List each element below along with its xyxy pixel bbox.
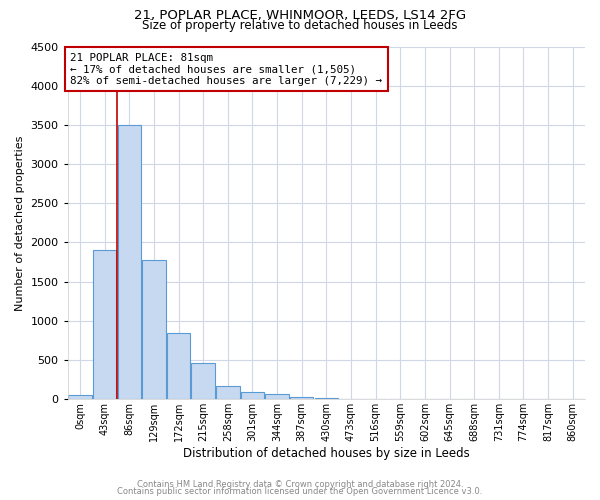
Bar [68,396,92,400]
Bar [339,398,362,400]
Bar [314,398,338,400]
Bar [167,332,190,400]
Bar [93,250,116,400]
Text: 21, POPLAR PLACE, WHINMOOR, LEEDS, LS14 2FG: 21, POPLAR PLACE, WHINMOOR, LEEDS, LS14 … [134,9,466,22]
Y-axis label: Number of detached properties: Number of detached properties [15,135,25,310]
Bar [118,125,141,400]
Text: 21 POPLAR PLACE: 81sqm
← 17% of detached houses are smaller (1,505)
82% of semi-: 21 POPLAR PLACE: 81sqm ← 17% of detached… [70,53,382,86]
Bar [216,386,239,400]
X-axis label: Distribution of detached houses by size in Leeds: Distribution of detached houses by size … [183,447,470,460]
Text: Size of property relative to detached houses in Leeds: Size of property relative to detached ho… [142,19,458,32]
Bar [142,260,166,400]
Text: Contains public sector information licensed under the Open Government Licence v3: Contains public sector information licen… [118,487,482,496]
Bar [241,392,264,400]
Bar [265,394,289,400]
Text: Contains HM Land Registry data © Crown copyright and database right 2024.: Contains HM Land Registry data © Crown c… [137,480,463,489]
Bar [191,363,215,400]
Bar [290,397,313,400]
